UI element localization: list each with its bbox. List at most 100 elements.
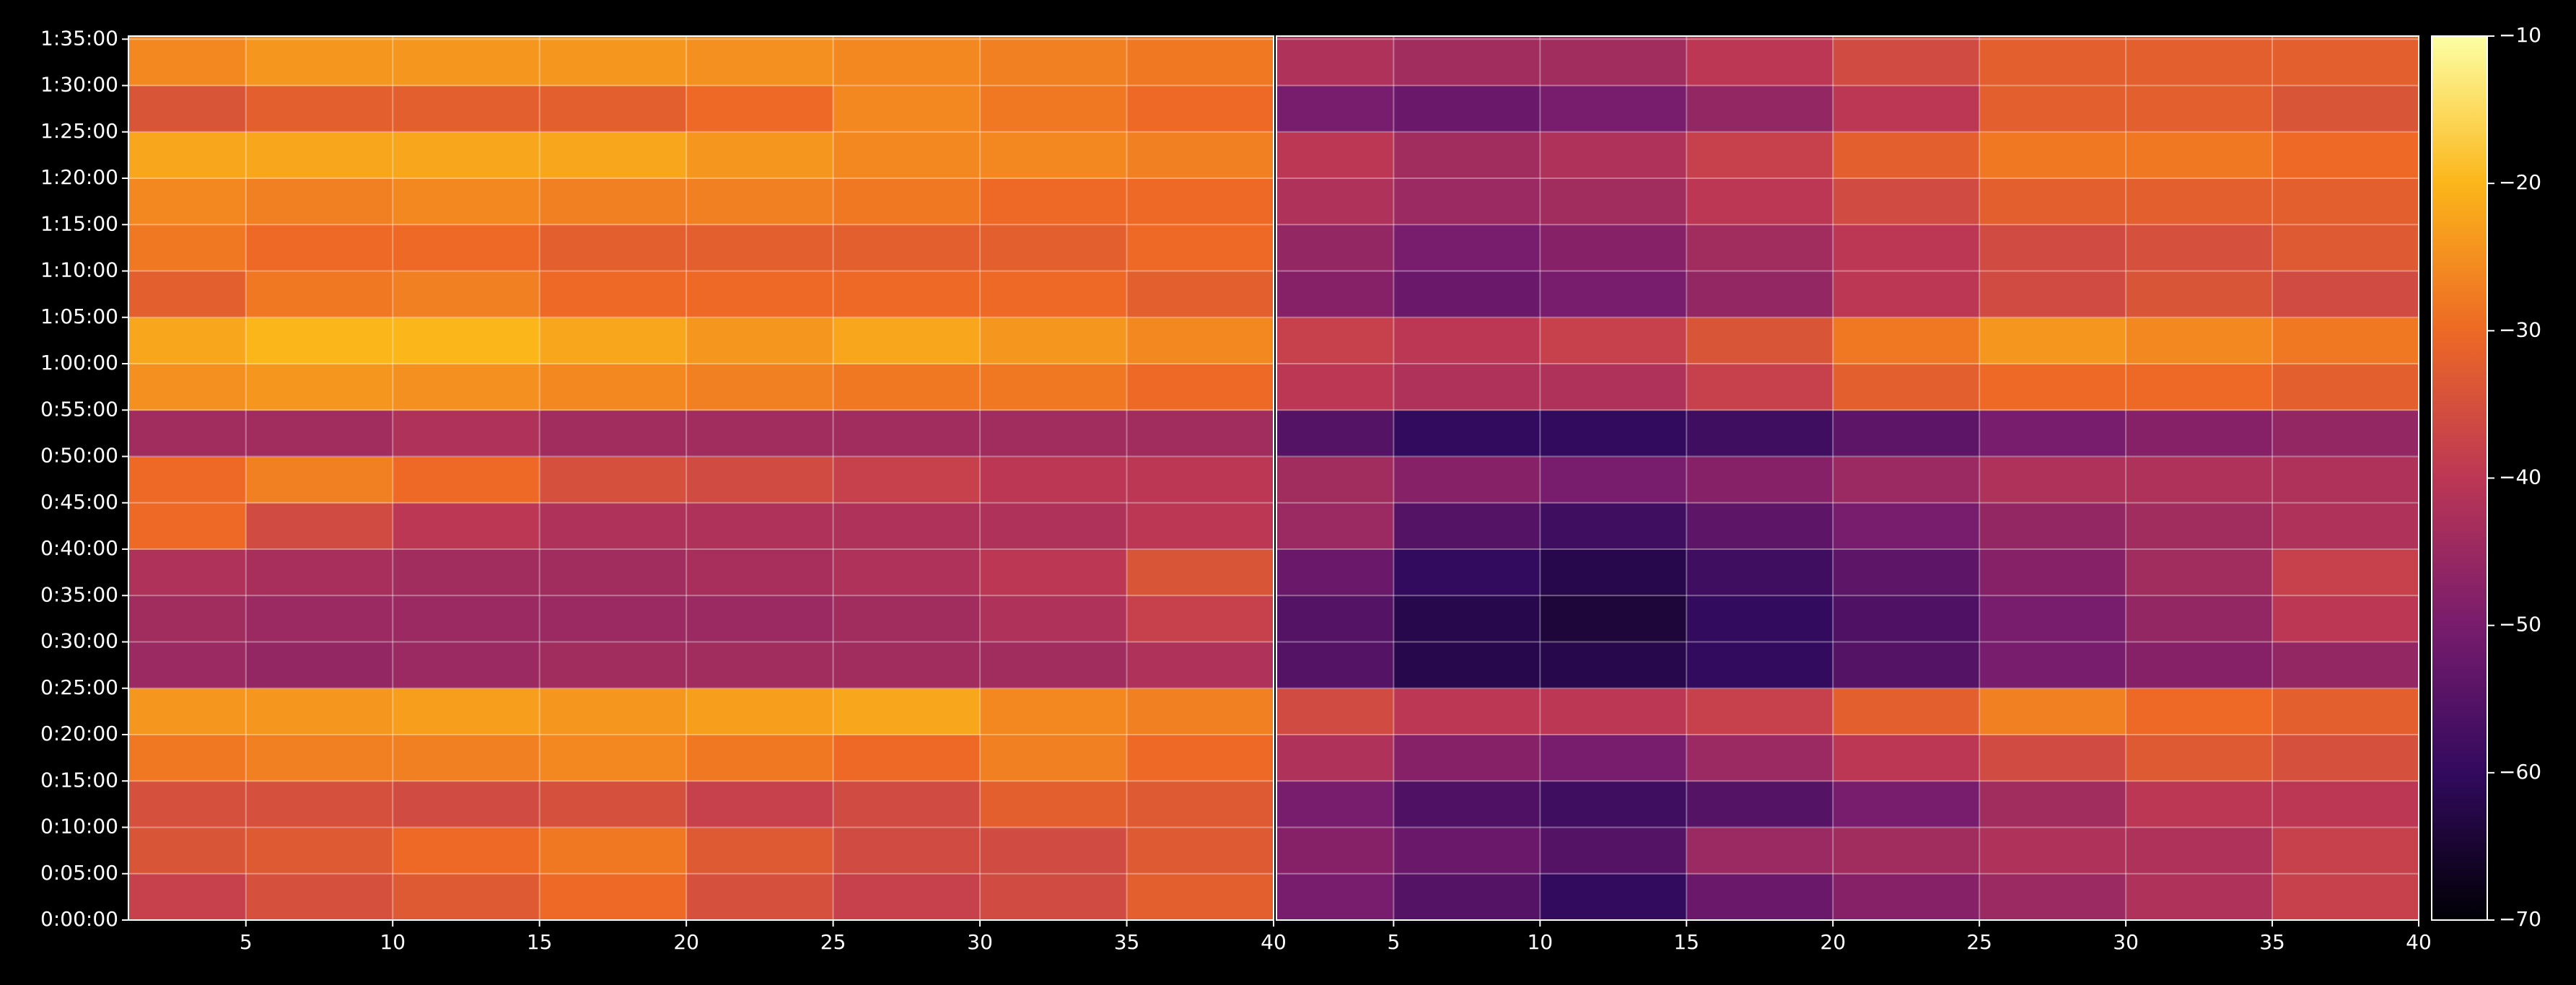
heatmap-cell [1979, 36, 2126, 87]
heatmap-cell [2272, 224, 2419, 272]
heatmap-cell [1393, 36, 1541, 87]
heatmap-cell [245, 36, 393, 87]
heatmap-cell [2126, 85, 2273, 133]
heatmap-cell [2272, 642, 2419, 689]
heatmap-cell [1540, 364, 1687, 411]
heatmap-cell [539, 85, 687, 133]
heatmap-cell [128, 502, 247, 550]
y-tick-label: 1:30:00 [40, 73, 118, 97]
heatmap-cell [686, 549, 834, 596]
y-tick-label: 0:30:00 [40, 629, 118, 653]
heatmap-cell [1276, 85, 1394, 133]
heatmap-cell [1833, 178, 1980, 225]
heatmap-cell [128, 364, 247, 411]
heatmap-cell [1833, 549, 1980, 596]
heatmap-cell [1276, 735, 1394, 782]
heatmap-cell [1979, 85, 2126, 133]
heatmap-cell [393, 410, 540, 458]
heatmap-cell [1540, 178, 1687, 225]
heatmap-cell [686, 224, 834, 272]
heatmap-cell [1540, 827, 1687, 875]
y-tick-label: 0:45:00 [40, 490, 118, 514]
heatmap-cell [1833, 85, 1980, 133]
heatmap-cell [1276, 549, 1394, 596]
heatmap-cell [1393, 688, 1541, 735]
heatmap-cell [2126, 224, 2273, 272]
heatmap-cell [128, 688, 247, 735]
heatmap-cell [2126, 178, 2273, 225]
heatmap-cell [980, 271, 1128, 318]
heatmap-cell [393, 873, 540, 921]
heatmap-cell [833, 642, 981, 689]
heatmap-cell [245, 456, 393, 504]
heatmap-cell [2272, 456, 2419, 504]
heatmap-cell [2126, 873, 2273, 921]
heatmap-cell [1686, 131, 1834, 179]
heatmap-cell [393, 549, 540, 596]
heatmap-cell [245, 735, 393, 782]
heatmap-cell [2126, 502, 2273, 550]
heatmap-cell [686, 642, 834, 689]
heatmap-cell [1393, 364, 1541, 411]
y-tick-label: 0:10:00 [40, 815, 118, 839]
heatmap-cell [393, 688, 540, 735]
heatmap-cell [686, 688, 834, 735]
y-tick-label: 0:25:00 [40, 675, 118, 699]
heatmap-cell [833, 827, 981, 875]
heatmap-cell [245, 502, 393, 550]
heatmap-cell [1540, 781, 1687, 828]
heatmap-cell [1686, 410, 1834, 458]
y-tick-label: 0:00:00 [40, 907, 118, 931]
heatmap-cell [1979, 549, 2126, 596]
heatmap-cell [1833, 131, 1980, 179]
heatmap-cell [1276, 364, 1394, 411]
y-tick-label: 1:00:00 [40, 351, 118, 375]
heatmap-cell [1126, 178, 1274, 225]
heatmap-cell [833, 131, 981, 179]
heatmap-cell [833, 595, 981, 643]
heatmap-cell [1686, 781, 1834, 828]
heatmap-cell [128, 131, 247, 179]
heatmap-cell [833, 688, 981, 735]
heatmap-cell [393, 595, 540, 643]
heatmap-cell [1979, 781, 2126, 828]
heatmap-cell [686, 131, 834, 179]
heatmap-cell [128, 642, 247, 689]
heatmap-cell [1979, 456, 2126, 504]
heatmap-cell [245, 827, 393, 875]
heatmap-cell [393, 364, 540, 411]
heatmap-cell [245, 271, 393, 318]
heatmap-cell [539, 642, 687, 689]
heatmap-cell [128, 595, 247, 643]
heatmap-cell [2126, 827, 2273, 875]
heatmap-cell [980, 735, 1128, 782]
heatmap-cell [1833, 456, 1980, 504]
heatmap-cell [1393, 781, 1541, 828]
heatmap-cell [2126, 36, 2273, 87]
heatmap-cell [1126, 36, 1274, 87]
heatmap-cell [833, 456, 981, 504]
heatmap-cell [1686, 85, 1834, 133]
heatmap-cell [686, 595, 834, 643]
heatmap-cell [2272, 271, 2419, 318]
x-tick-label: 10 [1527, 930, 1553, 954]
x-tick-label: 30 [2113, 930, 2139, 954]
heatmap-cell [1276, 178, 1394, 225]
heatmap-cell [1393, 595, 1541, 643]
heatmap-cell [686, 873, 834, 921]
heatmap-cell [393, 735, 540, 782]
heatmap-cell [686, 735, 834, 782]
heatmap-cell [1833, 642, 1980, 689]
heatmap-cell [1833, 364, 1980, 411]
heatmap-cell [128, 456, 247, 504]
heatmap-cell [539, 873, 687, 921]
heatmap-cell [980, 549, 1128, 596]
heatmap-cell [393, 85, 540, 133]
y-tick-label: 0:55:00 [40, 397, 118, 421]
heatmap-cell [539, 224, 687, 272]
heatmap-cell [2126, 642, 2273, 689]
heatmap-cell [1126, 224, 1274, 272]
heatmap-cell [1276, 317, 1394, 364]
heatmap-cell [686, 178, 834, 225]
heatmap-cell [2126, 456, 2273, 504]
